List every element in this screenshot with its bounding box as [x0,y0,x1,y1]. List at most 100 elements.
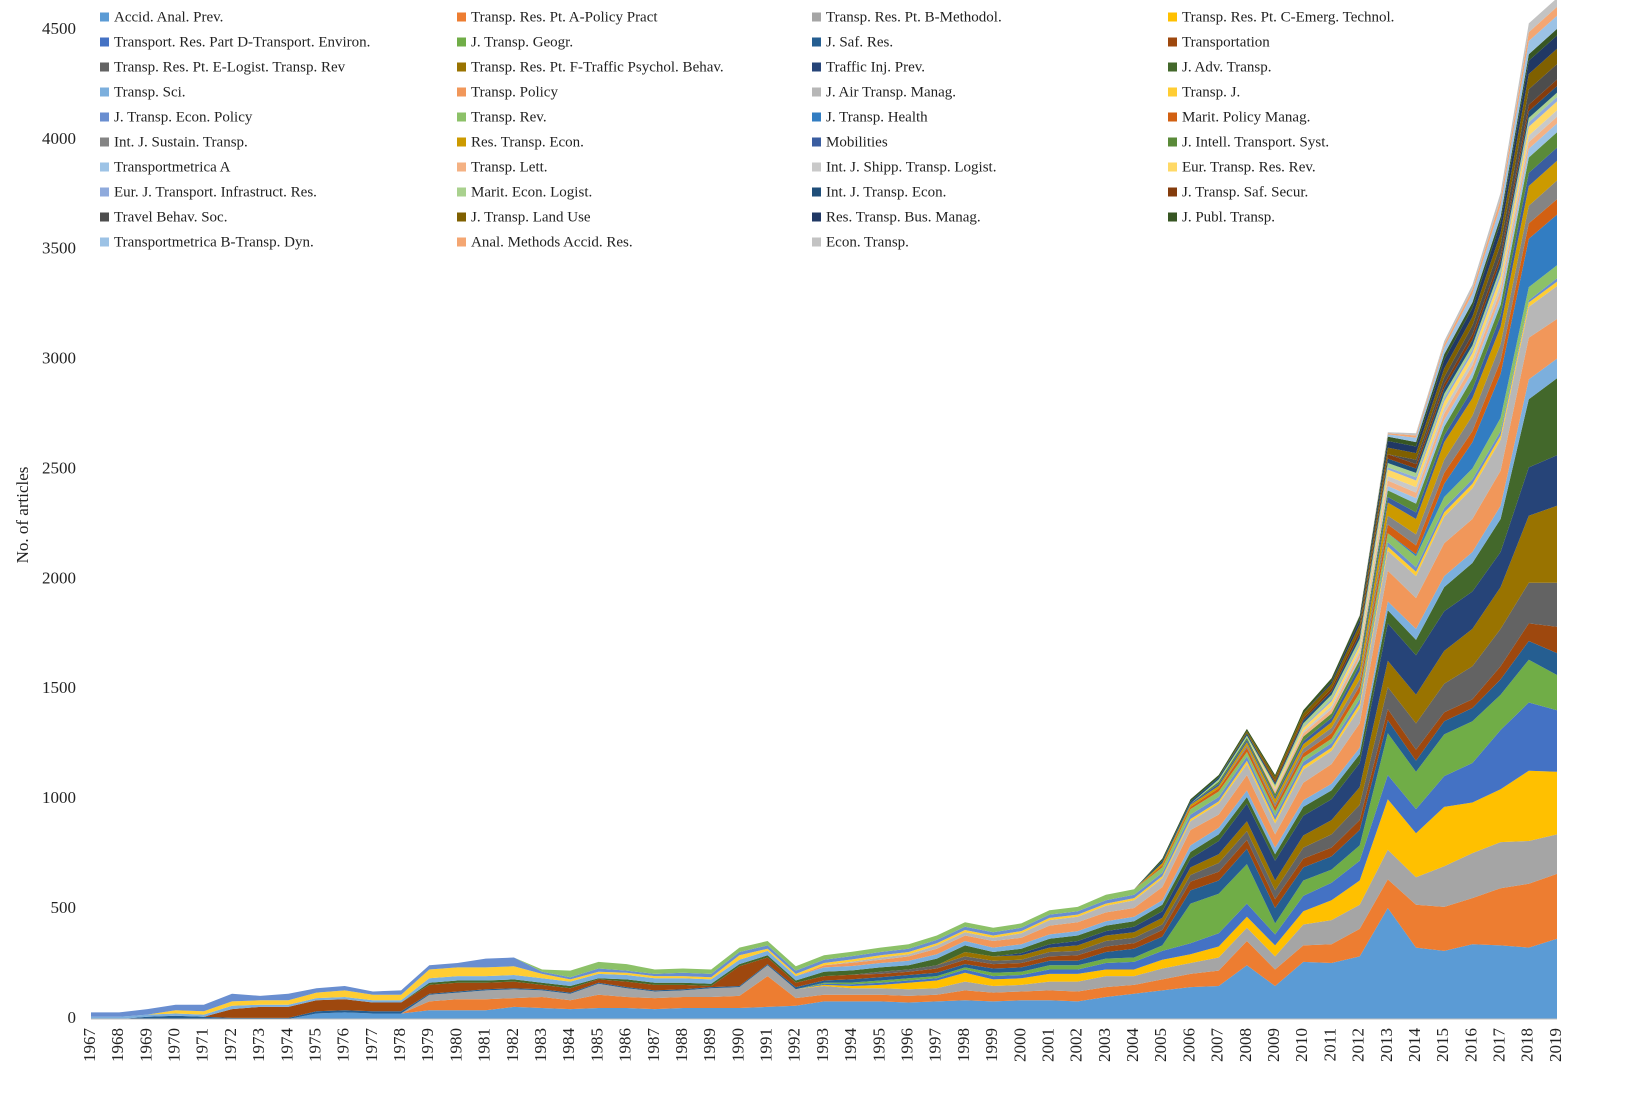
x-tick-label: 2009 [1264,1028,1283,1062]
legend-swatch [812,62,821,72]
legend-swatch [100,237,109,247]
legend-label: Transp. Sci. [114,84,186,100]
legend-swatch [457,12,466,22]
legend-swatch [457,162,466,172]
x-tick-label: 1981 [475,1028,494,1062]
legend-swatch [100,187,109,197]
x-tick-label: 1992 [785,1028,804,1062]
legend-swatch [1168,12,1177,22]
legend-label: Transportmetrica A [114,159,231,175]
x-tick-label: 1974 [277,1028,296,1063]
x-tick-label: 1985 [587,1028,606,1062]
legend-label: Res. Transp. Econ. [471,134,584,150]
x-tick-label: 2018 [1518,1028,1537,1062]
legend-swatch [100,12,109,22]
legend-swatch [1168,137,1177,147]
legend-swatch [457,112,466,122]
legend-label: Eur. Transp. Res. Rev. [1182,159,1316,175]
legend-label: Accid. Anal. Prev. [114,9,223,25]
area [91,834,1557,1019]
legend-label: J. Adv. Transp. [1182,59,1271,75]
x-tick-label: 1983 [531,1028,550,1062]
legend-swatch [812,212,821,222]
area [91,659,1557,1019]
x-tick-label: 1990 [728,1028,747,1062]
legend-swatch [812,37,821,47]
x-tick-label: 2017 [1490,1028,1509,1063]
legend-swatch [812,187,821,197]
x-tick-label: 1986 [616,1028,635,1062]
legend-label: Int. J. Transp. Econ. [826,184,946,200]
legend-label: J. Transp. Econ. Policy [114,109,253,125]
x-tick-label: 2015 [1433,1028,1452,1062]
legend-label: Transp. Rev. [471,109,547,125]
legend-label: Transp. Policy [471,84,558,100]
x-tick-label: 1969 [136,1028,155,1062]
legend-swatch [457,237,466,247]
x-tick-label: 2002 [1067,1028,1086,1062]
legend-label: Transp. J. [1182,84,1240,100]
x-tick-label: 2011 [1320,1028,1339,1061]
y-tick-label: 2000 [42,568,76,587]
legend-swatch [1168,212,1177,222]
legend-label: Int. J. Shipp. Transp. Logist. [826,159,996,175]
x-tick-label: 2012 [1349,1028,1368,1062]
legend-label: Transp. Res. Pt. F-Traffic Psychol. Beha… [471,59,724,75]
x-tick-label: 1978 [390,1028,409,1062]
legend-swatch [812,112,821,122]
area [91,873,1557,1019]
legend-swatch [457,62,466,72]
x-tick-label: 1980 [446,1028,465,1062]
legend-swatch [1168,162,1177,172]
legend-label: Eur. J. Transport. Infrastruct. Res. [114,184,317,200]
x-tick-label: 1999 [982,1028,1001,1062]
y-tick-label: 1500 [42,678,76,697]
legend-label: Res. Transp. Bus. Manag. [826,209,981,225]
x-tick-label: 1994 [841,1028,860,1063]
legend-label: Transportation [1182,34,1270,50]
y-tick-label: 500 [51,898,77,917]
x-tick-label: 2005 [1151,1028,1170,1062]
area [91,770,1557,1019]
x-tick-label: 1996 [897,1028,916,1062]
x-tick-label: 1995 [869,1028,888,1062]
legend-swatch [100,112,109,122]
legend-label: Marit. Policy Manag. [1182,109,1310,125]
legend-swatch [1168,187,1177,197]
legend-label: J. Saf. Res. [826,34,893,50]
x-tick-label: 1968 [108,1028,127,1062]
legend-swatch [457,137,466,147]
legend-swatch [1168,62,1177,72]
x-tick-label: 2016 [1461,1028,1480,1062]
x-tick-label: 2006 [1179,1028,1198,1062]
legend-label: Travel Behav. Soc. [114,209,227,225]
legend-label: Econ. Transp. [826,234,909,250]
legend-label: Transp. Lett. [471,159,548,175]
legend-label: Marit. Econ. Logist. [471,184,592,200]
legend-swatch [100,137,109,147]
legend-swatch [812,237,821,247]
area [91,908,1557,1019]
legend-swatch [100,87,109,97]
legend-swatch [100,212,109,222]
legend-swatch [1168,87,1177,97]
legend-swatch [100,62,109,72]
x-tick-label: 2014 [1405,1028,1424,1063]
x-tick-label: 2004 [1123,1028,1142,1063]
x-tick-label: 2008 [1236,1028,1255,1062]
x-tick-label: 1973 [249,1028,268,1062]
x-tick-label: 2019 [1546,1028,1565,1062]
x-tick-label: 1971 [193,1028,212,1062]
legend-label: J. Transp. Land Use [471,209,591,225]
x-tick-label: 1976 [334,1028,353,1062]
x-tick-label: 1997 [926,1028,945,1063]
legend-swatch [100,162,109,172]
y-tick-label: 3000 [42,349,76,368]
legend-label: Transp. Res. Pt. B-Methodol. [826,9,1002,25]
legend-label: Anal. Methods Accid. Res. [471,234,633,250]
legend-label: J. Publ. Transp. [1182,209,1275,225]
x-tick-label: 1979 [418,1028,437,1062]
legend-swatch [1168,37,1177,47]
legend-swatch [100,37,109,47]
